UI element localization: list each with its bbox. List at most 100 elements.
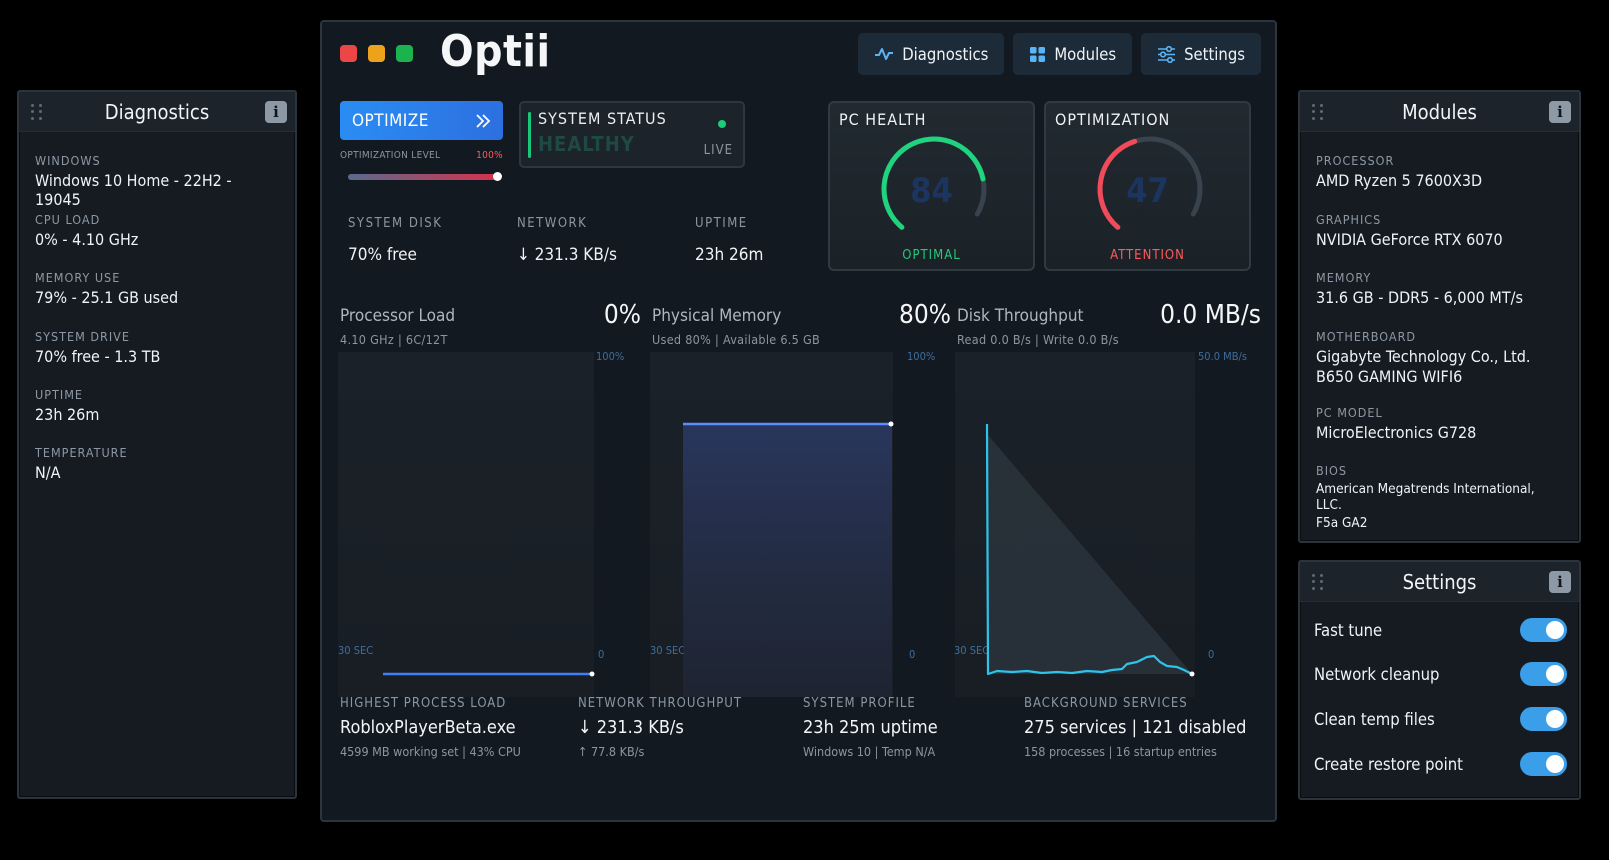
chart-ymin-label: 0 bbox=[1208, 648, 1215, 661]
setting-create-restore-point: Create restore point bbox=[1314, 752, 1567, 776]
modules-panel-header[interactable]: Modules i bbox=[1300, 92, 1579, 132]
info-icon[interactable]: i bbox=[1549, 101, 1571, 123]
network-cleanup-toggle[interactable] bbox=[1520, 662, 1567, 686]
drag-handle-icon[interactable] bbox=[31, 104, 43, 120]
gauge-title: PC HEALTH bbox=[839, 110, 927, 129]
info-icon[interactable]: i bbox=[1549, 571, 1571, 593]
double-chevron-right-icon bbox=[476, 113, 491, 128]
module-item-memory: MEMORY 31.6 GB - DDR5 - 6,000 MT/s bbox=[1300, 270, 1539, 307]
chart-title: Processor Load bbox=[340, 306, 456, 326]
footer-highest-process: HIGHEST PROCESS LOAD RobloxPlayerBeta.ex… bbox=[340, 696, 521, 759]
drag-handle-icon[interactable] bbox=[1312, 574, 1324, 590]
modules-panel: Modules i PROCESSOR AMD Ryzen 5 7600X3D … bbox=[1298, 90, 1581, 543]
live-dot-icon bbox=[718, 120, 726, 128]
optimization-card: OPTIMIZATION 47 ATTENTION bbox=[1044, 101, 1251, 271]
nav-label: Diagnostics bbox=[902, 44, 989, 64]
create-restore-point-toggle[interactable] bbox=[1520, 752, 1567, 776]
diag-item-memory: MEMORY USE 79% - 25.1 GB used bbox=[19, 270, 194, 307]
chart-big-value: 0% bbox=[603, 300, 641, 330]
module-key: BIOS bbox=[1316, 463, 1348, 478]
settings-panel-header[interactable]: Settings i bbox=[1300, 562, 1579, 602]
optimize-label: OPTIMIZE bbox=[352, 110, 429, 131]
optimization-level-slider[interactable] bbox=[348, 172, 502, 181]
processor-load-point bbox=[589, 671, 595, 677]
optimization-gauge bbox=[1097, 136, 1203, 230]
disk-throughput-chart bbox=[955, 352, 1195, 697]
window-controls bbox=[340, 45, 413, 62]
sliders-icon bbox=[1158, 45, 1176, 63]
optimization-level-label: OPTIMIZATION LEVEL bbox=[340, 150, 441, 161]
nav-settings-button[interactable]: Settings bbox=[1141, 33, 1261, 75]
top-nav: Diagnostics Modules Settings bbox=[858, 33, 1261, 75]
physical-memory-area-layer bbox=[683, 421, 894, 697]
info-icon[interactable]: i bbox=[265, 101, 287, 123]
live-label: LIVE bbox=[703, 143, 733, 158]
diag-value: N/A bbox=[35, 463, 61, 482]
diagnostics-panel: Diagnostics i WINDOWS Windows 10 Home - … bbox=[17, 90, 297, 799]
diag-key: TEMPERATURE bbox=[35, 445, 128, 460]
setting-label: Fast tune bbox=[1314, 620, 1383, 640]
processor-load-line-layer bbox=[383, 671, 595, 677]
disk-throughput-line-layer bbox=[985, 423, 1195, 677]
setting-label: Clean temp files bbox=[1314, 709, 1435, 729]
diag-item-drive: SYSTEM DRIVE 70% free - 1.3 TB bbox=[19, 329, 176, 366]
setting-fast-tune: Fast tune bbox=[1314, 618, 1567, 642]
panel-title: Modules bbox=[1402, 99, 1477, 124]
chart-ymin-label: 0 bbox=[598, 648, 605, 661]
status-value: HEALTHY bbox=[538, 132, 635, 156]
diag-item-cpu: CPU LOAD 0% - 4.10 GHz bbox=[19, 212, 154, 249]
module-value: AMD Ryzen 5 7600X3D bbox=[1316, 171, 1483, 190]
disk-throughput-point bbox=[1189, 671, 1195, 677]
gauge-status: ATTENTION bbox=[1110, 248, 1185, 263]
optimize-button[interactable]: OPTIMIZE bbox=[340, 101, 503, 140]
footer-network-throughput: NETWORK THROUGHPUT ↓ 231.3 KB/s ↑ 77.8 K… bbox=[578, 696, 742, 759]
module-key: MEMORY bbox=[1316, 270, 1372, 285]
nav-label: Settings bbox=[1184, 44, 1245, 64]
footer-key: SYSTEM PROFILE bbox=[803, 696, 916, 711]
module-key: PROCESSOR bbox=[1316, 153, 1395, 168]
diagnostics-panel-header[interactable]: Diagnostics i bbox=[19, 92, 295, 132]
stat-value: 23h 26m bbox=[695, 245, 764, 265]
fast-tune-toggle[interactable] bbox=[1520, 618, 1567, 642]
gauge-title: OPTIMIZATION bbox=[1055, 110, 1171, 129]
chart-title: Disk Throughput bbox=[957, 306, 1084, 326]
diag-key: SYSTEM DRIVE bbox=[35, 329, 130, 344]
status-accent-bar bbox=[528, 112, 531, 158]
drag-handle-icon[interactable] bbox=[1312, 104, 1324, 120]
minimize-window-button[interactable] bbox=[368, 45, 385, 62]
optimization-level-value: 100% bbox=[476, 150, 503, 161]
module-item-bios: BIOS American Megatrends International, … bbox=[1300, 463, 1579, 531]
module-value: American Megatrends International, LLC. bbox=[1316, 481, 1535, 513]
chart-xmin-label: 30 SEC bbox=[954, 644, 990, 657]
stat-key: UPTIME bbox=[695, 216, 748, 231]
footer-key: BACKGROUND SERVICES bbox=[1024, 696, 1188, 711]
settings-panel: Settings i Fast tune Network cleanup Cle… bbox=[1298, 560, 1581, 800]
chart-big-value: 80% bbox=[899, 300, 951, 330]
status-label: SYSTEM STATUS bbox=[538, 109, 667, 128]
chart-ymax-label: 100% bbox=[907, 350, 936, 363]
close-window-button[interactable] bbox=[340, 45, 357, 62]
footer-background-services: BACKGROUND SERVICES 275 services | 121 d… bbox=[1024, 696, 1246, 759]
module-value-line2: B650 GAMING WIFI6 bbox=[1316, 367, 1463, 386]
stat-system-disk: SYSTEM DISK 70% free bbox=[348, 216, 442, 265]
maximize-window-button[interactable] bbox=[396, 45, 413, 62]
diag-key: WINDOWS bbox=[35, 153, 101, 168]
module-item-pc-model: PC MODEL MicroElectronics G728 bbox=[1300, 405, 1492, 442]
stat-uptime: UPTIME 23h 26m bbox=[695, 216, 763, 265]
footer-sub: Windows 10 | Temp N/A bbox=[803, 744, 936, 759]
nav-modules-button[interactable]: Modules bbox=[1013, 33, 1133, 75]
diag-key: CPU LOAD bbox=[35, 212, 101, 227]
diag-value: Windows 10 Home - 22H2 - 19045 bbox=[35, 171, 232, 209]
pc-health-card: PC HEALTH 84 OPTIMAL bbox=[828, 101, 1035, 271]
diag-value: 0% - 4.10 GHz bbox=[35, 230, 139, 249]
footer-value: RobloxPlayerBeta.exe bbox=[340, 717, 516, 738]
nav-diagnostics-button[interactable]: Diagnostics bbox=[858, 33, 1005, 75]
disk-throughput-area bbox=[987, 434, 1192, 674]
slider-knob[interactable] bbox=[493, 172, 502, 181]
setting-network-cleanup: Network cleanup bbox=[1314, 662, 1567, 686]
clean-temp-files-toggle[interactable] bbox=[1520, 707, 1567, 731]
chart-xmin-label: 30 SEC bbox=[650, 644, 686, 657]
module-item-graphics: GRAPHICS NVIDIA GeForce RTX 6070 bbox=[1300, 212, 1519, 249]
module-key: MOTHERBOARD bbox=[1316, 329, 1417, 344]
pc-health-gauge bbox=[881, 136, 987, 230]
